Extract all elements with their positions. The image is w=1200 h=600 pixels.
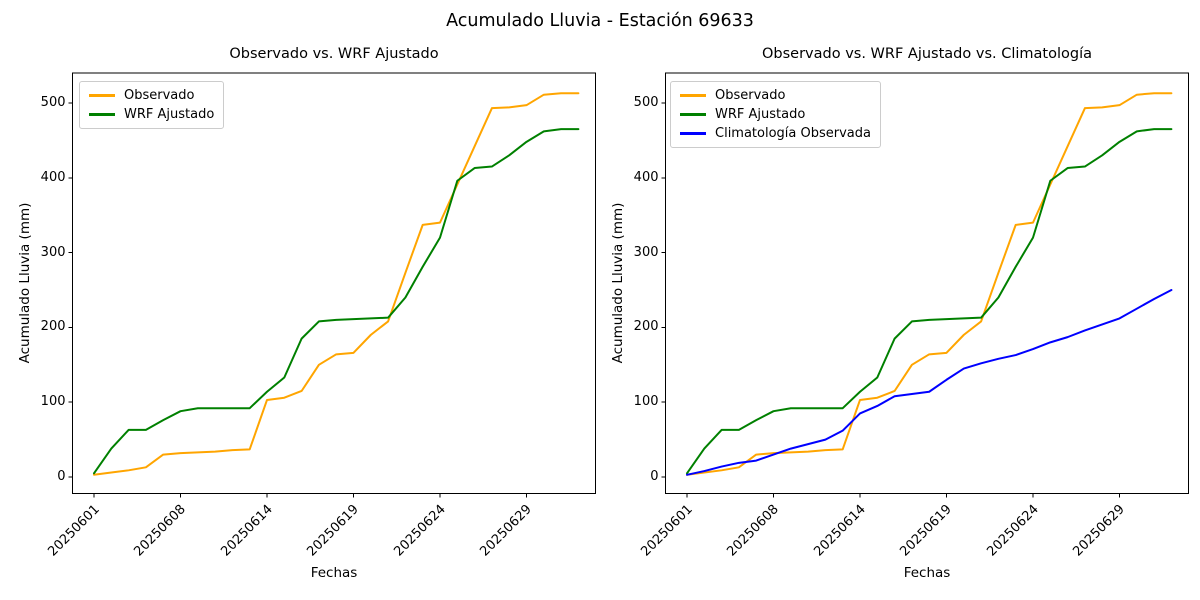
- legend-line-swatch: [89, 94, 115, 97]
- left-chart-legend: Observado WRF Ajustado: [79, 81, 225, 129]
- y-tick-label: 300: [633, 244, 659, 260]
- left-y-axis-label: Acumulado Lluvia (mm): [17, 202, 33, 364]
- legend-label: WRF Ajustado: [124, 107, 215, 122]
- legend-item-observado: Observado: [680, 86, 871, 105]
- series-line-climatolog-a-observada: [686, 288, 1173, 476]
- y-tick-label: 300: [40, 244, 66, 260]
- legend-label: Climatología Observada: [715, 126, 871, 141]
- y-tick-label: 0: [57, 469, 66, 485]
- right-chart-title: Observado vs. WRF Ajustado vs. Climatolo…: [762, 46, 1092, 62]
- series-line-wrf-ajustado: [93, 128, 580, 475]
- right-chart-legend: Observado WRF Ajustado Climatología Observ…: [670, 81, 881, 148]
- figure-title: Acumulado Lluvia - Estación 69633: [446, 11, 754, 31]
- axes-frame: [665, 72, 1189, 494]
- y-tick-label: 100: [633, 394, 659, 410]
- legend-label: WRF Ajustado: [715, 107, 806, 122]
- legend-item-wrf-ajustado: WRF Ajustado: [680, 105, 871, 124]
- legend-line-swatch: [89, 113, 115, 116]
- legend-line-swatch: [680, 94, 706, 97]
- y-tick-label: 200: [633, 319, 659, 335]
- right-y-axis-label: Acumulado Lluvia (mm): [610, 202, 626, 364]
- legend-line-swatch: [680, 132, 706, 135]
- y-tick-label: 200: [40, 319, 66, 335]
- y-tick-label: 500: [40, 94, 66, 110]
- axes-frame: [72, 72, 596, 494]
- y-tick-label: 100: [40, 394, 66, 410]
- left-x-axis-label: Fechas: [310, 565, 358, 581]
- series-line-wrf-ajustado: [686, 128, 1173, 475]
- series-line-observado: [686, 92, 1173, 476]
- left-chart-title: Observado vs. WRF Ajustado: [229, 46, 439, 62]
- y-tick-label: 0: [650, 469, 659, 485]
- y-tick-label: 400: [40, 169, 66, 185]
- legend-label: Observado: [124, 88, 195, 103]
- y-tick-label: 500: [633, 94, 659, 110]
- legend-label: Observado: [715, 88, 786, 103]
- right-x-axis-label: Fechas: [903, 565, 951, 581]
- legend-item-wrf-ajustado: WRF Ajustado: [89, 105, 214, 124]
- y-tick-label: 400: [633, 169, 659, 185]
- series-line-observado: [93, 92, 580, 476]
- legend-line-swatch: [680, 113, 706, 116]
- legend-item-observado: Observado: [89, 86, 214, 105]
- legend-item-climatolog-a-observada: Climatología Observada: [680, 124, 871, 143]
